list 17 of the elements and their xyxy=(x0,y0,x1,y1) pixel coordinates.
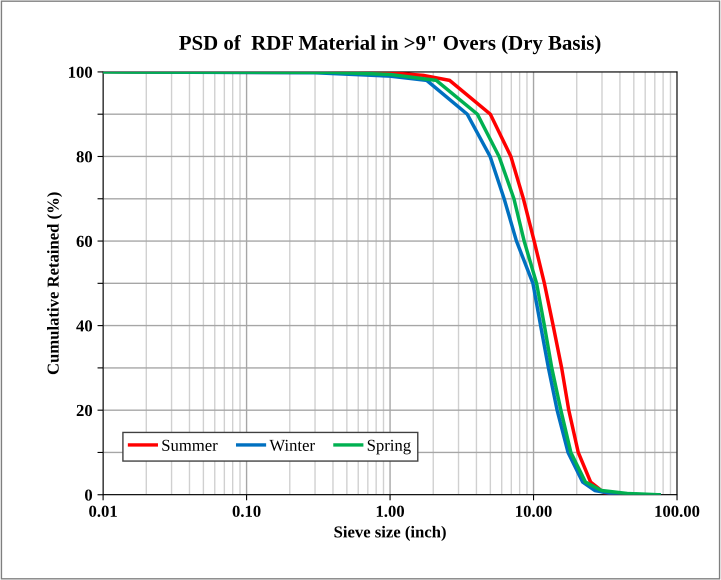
y-tick-label: 60 xyxy=(76,236,92,247)
x-tick-label: 10.00 xyxy=(516,506,552,517)
x-tick-label: 0.10 xyxy=(232,506,261,517)
x-tick-label: 0.01 xyxy=(89,506,117,517)
chart-title: PSD of RDF Material in >9" Overs (Dry Basis) xyxy=(179,35,600,54)
legend-label: Spring xyxy=(368,440,411,454)
y-tick-label: 80 xyxy=(76,151,92,162)
x-tick-label: 100.00 xyxy=(655,506,700,517)
x-tick-label: 1.00 xyxy=(376,506,404,517)
x-axis-title: Sieve size (inch) xyxy=(334,526,446,541)
legend-label: Winter xyxy=(269,440,315,452)
y-axis-title: Cumulative Retained (%) xyxy=(47,192,62,374)
legend-label: Summer xyxy=(162,440,218,451)
y-tick-label: 100 xyxy=(69,66,92,78)
y-tick-label: 40 xyxy=(76,320,92,332)
y-tick-label: 0 xyxy=(84,489,92,501)
y-tick-label: 20 xyxy=(76,404,92,416)
